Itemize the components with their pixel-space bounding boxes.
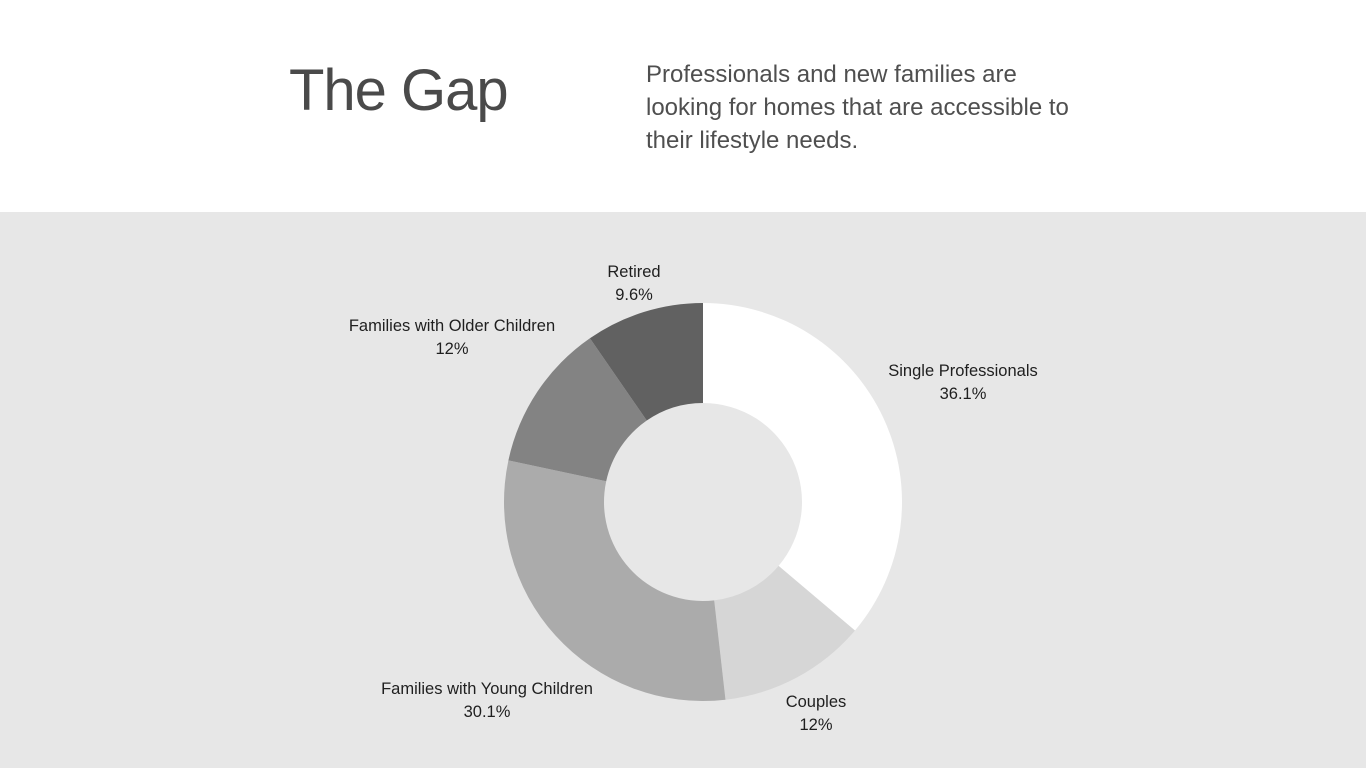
slice-label: Retired xyxy=(607,263,660,281)
slice-value-label: 12% xyxy=(799,716,832,734)
slice-label: Families with Older Children xyxy=(349,317,555,335)
page-title: The Gap xyxy=(289,58,509,123)
slice-label: Single Professionals xyxy=(888,362,1038,380)
header: The Gap Professionals and new families a… xyxy=(0,0,1366,212)
donut-slice-families-with-young-children xyxy=(503,460,726,701)
chart-area: Single Professionals 36.1% Couples 12% Famil… xyxy=(0,212,1366,768)
donut-slice-single-professionals xyxy=(703,303,902,631)
slice-value-label: 36.1% xyxy=(940,385,987,403)
slice-value-label: 9.6% xyxy=(615,286,653,304)
donut-slice-retired xyxy=(589,303,703,421)
donut-slice-families-with-older-children xyxy=(508,338,647,482)
slice-label: Couples xyxy=(786,693,847,711)
slice-value-label: 30.1% xyxy=(464,703,511,721)
donut-slice-couples xyxy=(714,565,855,700)
donut-chart: Single Professionals 36.1% Couples 12% Famil… xyxy=(349,263,1038,734)
page-description: Professionals and new families are looki… xyxy=(646,61,1069,154)
slice-label: Families with Young Children xyxy=(381,680,593,698)
slice-value-label: 12% xyxy=(435,340,468,358)
